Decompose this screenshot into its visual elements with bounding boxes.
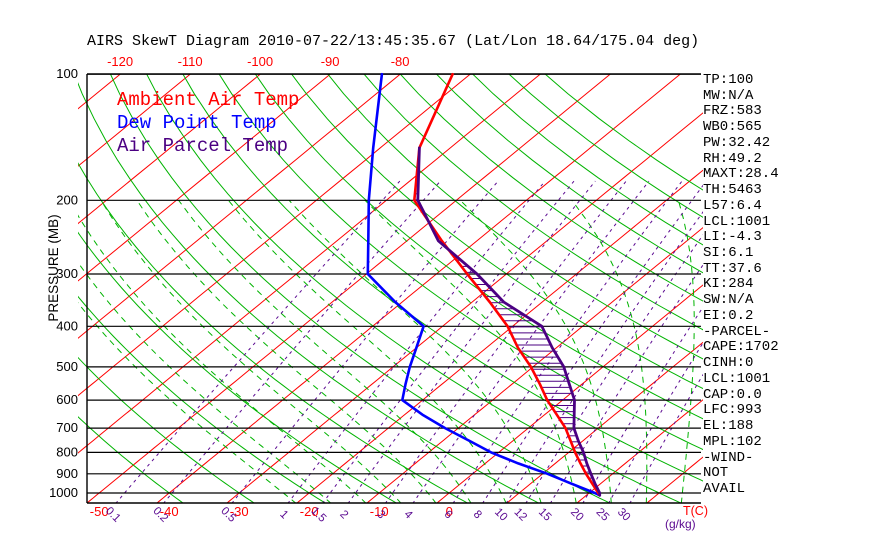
svg-text:1000: 1000 [49, 485, 78, 500]
svg-text:10: 10 [492, 506, 510, 524]
svg-text:700: 700 [56, 420, 78, 435]
svg-text:100: 100 [56, 66, 78, 81]
svg-text:800: 800 [56, 444, 78, 459]
svg-text:600: 600 [56, 392, 78, 407]
svg-text:900: 900 [56, 466, 78, 481]
svg-text:-80: -80 [391, 54, 410, 69]
svg-text:25: 25 [594, 506, 612, 524]
svg-text:12: 12 [511, 506, 529, 524]
svg-text:30: 30 [615, 506, 633, 524]
svg-text:-110: -110 [178, 54, 203, 69]
svg-text:20: 20 [568, 506, 586, 524]
svg-text:(g/kg): (g/kg) [665, 517, 696, 531]
svg-text:-120: -120 [107, 54, 133, 69]
svg-text:-100: -100 [247, 54, 273, 69]
svg-text:8: 8 [471, 508, 484, 521]
svg-text:T(C): T(C) [683, 504, 708, 518]
svg-text:2: 2 [337, 508, 350, 521]
svg-text:4: 4 [402, 508, 415, 521]
svg-text:1: 1 [277, 508, 290, 521]
svg-text:15: 15 [536, 506, 554, 524]
svg-text:-90: -90 [321, 54, 340, 69]
